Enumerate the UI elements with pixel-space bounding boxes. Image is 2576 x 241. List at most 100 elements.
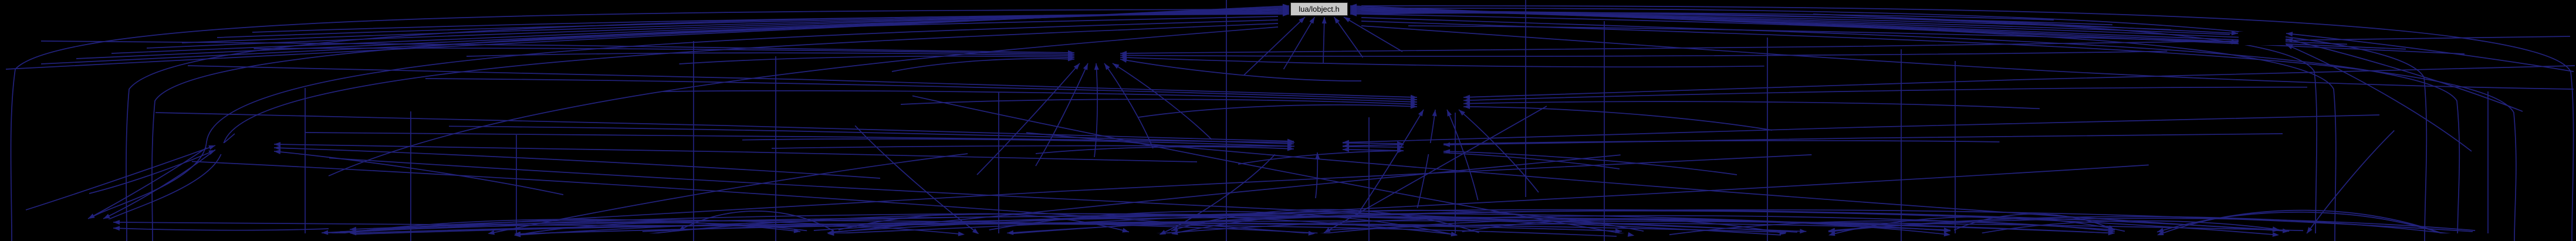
hidden-node bbox=[795, 233, 848, 241]
arrowhead-icon bbox=[1321, 17, 1327, 24]
dependency-edge bbox=[1035, 63, 1088, 167]
dependency-edge bbox=[252, 13, 1290, 33]
dependency-edge bbox=[1238, 150, 1404, 165]
dependency-edge bbox=[1104, 63, 1154, 149]
node-label: lua/lobject.h bbox=[1299, 5, 1340, 13]
arrowhead-icon bbox=[1410, 104, 1417, 109]
arrowhead-icon bbox=[1463, 104, 1470, 110]
dependency-edge bbox=[1463, 101, 2040, 110]
dependency-edge bbox=[829, 209, 2280, 233]
arrowhead-icon bbox=[1615, 228, 1622, 233]
dependency-edge bbox=[90, 19, 1279, 219]
dependency-edge bbox=[273, 147, 881, 179]
arrowhead-icon bbox=[1315, 152, 1320, 159]
hidden-node bbox=[2110, 233, 2162, 241]
dependency-edge bbox=[1094, 63, 1098, 158]
dependency-edge bbox=[146, 10, 1290, 49]
dependency-edge bbox=[1443, 151, 1737, 175]
hidden-node bbox=[1294, 141, 1343, 152]
arrowhead-icon bbox=[1443, 149, 1451, 154]
dependency-edge bbox=[1408, 25, 2239, 43]
arrowhead-icon bbox=[1083, 63, 1088, 70]
arrowhead-icon bbox=[1309, 17, 1315, 24]
hidden-node bbox=[215, 143, 274, 154]
dependency-edge bbox=[273, 144, 1198, 162]
arrowhead-icon bbox=[350, 226, 357, 232]
arrowhead-icon bbox=[2108, 225, 2115, 230]
dependency-edge bbox=[1350, 12, 2054, 21]
dependency-edge bbox=[1342, 149, 1620, 169]
arrowhead-icon bbox=[1159, 230, 1167, 235]
dependency-edge bbox=[1417, 109, 1436, 208]
dependency-edge bbox=[349, 213, 1806, 237]
dependency-edge bbox=[25, 145, 216, 211]
arrowhead-icon bbox=[1282, 12, 1289, 17]
arrowhead-icon bbox=[1463, 97, 1470, 103]
arrowhead-icon bbox=[1828, 228, 1835, 233]
dependency-edge bbox=[2286, 38, 2523, 112]
dependency-edge bbox=[1120, 36, 2571, 54]
arrowhead-icon bbox=[1073, 63, 1080, 70]
dependency-edge bbox=[662, 90, 1418, 103]
dependency-edge bbox=[273, 151, 564, 195]
arrowhead-icon bbox=[1463, 101, 1470, 106]
hidden-node bbox=[302, 233, 355, 241]
arrowhead-icon bbox=[1344, 17, 1351, 23]
dependency-edge bbox=[1120, 59, 1362, 82]
arrowhead-icon bbox=[1343, 143, 1350, 148]
dependency-edge bbox=[1828, 218, 2476, 232]
dependency-edge bbox=[10, 9, 1279, 241]
dependency-edge bbox=[181, 11, 1290, 43]
arrowhead-icon bbox=[1122, 228, 1129, 233]
dependency-edge bbox=[1112, 63, 1212, 140]
arrowhead-icon bbox=[1104, 63, 1110, 70]
hidden-node bbox=[959, 233, 1012, 241]
dependency-edge bbox=[655, 223, 1622, 232]
hidden-node bbox=[1288, 233, 1341, 241]
arrowhead-icon bbox=[1418, 110, 1424, 117]
dependency-edge bbox=[328, 26, 1279, 176]
arrowhead-icon bbox=[972, 228, 979, 235]
arrowhead-icon bbox=[2286, 45, 2293, 50]
arrowhead-icon bbox=[1800, 229, 1807, 234]
dependency-edge bbox=[349, 220, 1318, 234]
arrowhead-icon bbox=[1463, 94, 1470, 100]
arrowhead-icon bbox=[274, 145, 281, 151]
graph-node-lobject: lua/lobject.h bbox=[1290, 2, 1348, 16]
dependency-edge bbox=[1463, 86, 2308, 101]
arrowhead-icon bbox=[274, 142, 281, 147]
arrowhead-icon bbox=[1094, 63, 1099, 70]
dependency-edge bbox=[1026, 132, 2290, 232]
dependency-edge bbox=[1361, 25, 2574, 90]
dependency-edge bbox=[191, 161, 1315, 235]
arrowhead-icon bbox=[1171, 226, 1178, 231]
dependency-edge bbox=[642, 216, 2115, 234]
dependency-edge bbox=[1463, 106, 1773, 131]
arrowhead-icon bbox=[1343, 140, 1350, 145]
arrowhead-icon bbox=[1447, 110, 1452, 117]
arrowhead-icon bbox=[2231, 30, 2238, 36]
arrowhead-icon bbox=[1287, 146, 1294, 151]
dependency-edge bbox=[2286, 33, 2574, 72]
dependency-edge bbox=[1159, 154, 1276, 236]
arrowhead-icon bbox=[1779, 230, 1786, 235]
arrowhead-icon bbox=[88, 213, 95, 219]
hidden-node bbox=[1452, 233, 1505, 241]
arrowhead-icon bbox=[1627, 232, 1635, 237]
arrowhead-icon bbox=[1308, 230, 1315, 236]
arrowhead-icon bbox=[2231, 39, 2238, 45]
dependency-edge bbox=[155, 112, 1294, 142]
dependency-edge bbox=[1657, 220, 2115, 237]
dependency-edge bbox=[2306, 130, 2395, 234]
dependency-edge bbox=[989, 211, 1458, 236]
arrowhead-icon bbox=[208, 150, 215, 155]
arrowhead-icon bbox=[1459, 110, 1465, 116]
dependency-edge bbox=[1120, 56, 1764, 68]
dependency-edge bbox=[103, 133, 235, 219]
dependency-edge bbox=[827, 154, 1621, 234]
dependency-edge bbox=[1343, 16, 1403, 52]
dependency-edge bbox=[1356, 109, 1424, 216]
arrowhead-icon bbox=[2272, 232, 2279, 237]
hidden-node bbox=[1124, 233, 1177, 241]
